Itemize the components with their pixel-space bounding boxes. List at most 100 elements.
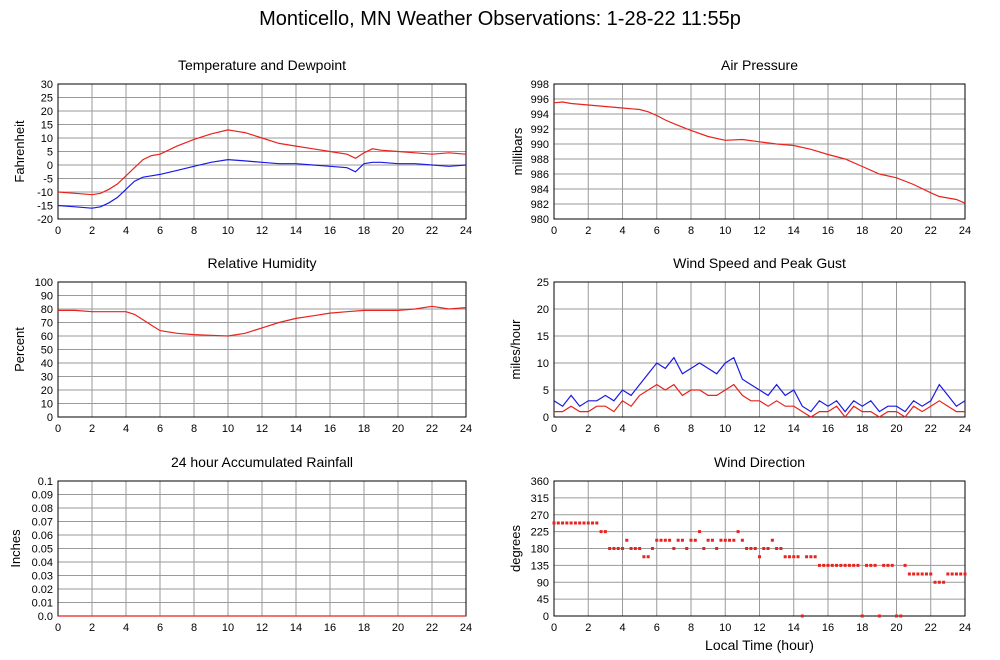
x-tick-label: 14 bbox=[788, 423, 800, 435]
y-tick-label: 0 bbox=[47, 160, 53, 172]
y-tick-label: 20 bbox=[537, 304, 549, 316]
y-axis-label: Fahrenheit bbox=[12, 120, 27, 183]
data-point bbox=[702, 547, 706, 550]
y-tick-label: 20 bbox=[41, 385, 53, 397]
data-point bbox=[800, 614, 804, 618]
data-point bbox=[954, 572, 958, 576]
x-tick-label: 18 bbox=[358, 225, 370, 237]
x-tick-label: 16 bbox=[324, 225, 336, 237]
data-point bbox=[770, 538, 774, 542]
y-tick-label: 0.09 bbox=[32, 490, 53, 502]
x-tick-label: 20 bbox=[890, 622, 902, 634]
data-point bbox=[775, 547, 779, 550]
data-point bbox=[612, 547, 616, 550]
y-tick-label: 20 bbox=[41, 106, 53, 118]
data-point bbox=[877, 614, 881, 618]
y-tick-label: -20 bbox=[37, 214, 53, 226]
data-point bbox=[573, 521, 577, 525]
x-tick-label: 6 bbox=[157, 225, 163, 237]
data-point bbox=[920, 572, 924, 576]
x-tick-label: 20 bbox=[392, 225, 404, 237]
data-point bbox=[685, 547, 689, 550]
x-tick-label: 4 bbox=[123, 622, 129, 634]
x-tick-label: 18 bbox=[856, 423, 868, 435]
data-point bbox=[668, 538, 672, 542]
y-tick-label: -5 bbox=[43, 174, 53, 186]
data-point bbox=[817, 563, 821, 567]
data-point bbox=[916, 572, 920, 576]
data-point bbox=[655, 538, 659, 542]
data-point bbox=[616, 547, 620, 550]
plot-frame bbox=[553, 480, 966, 617]
y-tick-label: 30 bbox=[41, 372, 53, 384]
y-tick-label: 0.07 bbox=[32, 517, 53, 529]
data-point bbox=[963, 572, 967, 576]
data-point bbox=[556, 521, 560, 525]
x-tick-label: 22 bbox=[925, 225, 937, 237]
x-tick-label: 0 bbox=[55, 423, 61, 435]
y-tick-label: 990 bbox=[531, 139, 549, 151]
x-tick-label: 14 bbox=[290, 622, 302, 634]
plot-frame bbox=[57, 83, 467, 220]
data-point bbox=[582, 521, 586, 525]
data-point bbox=[847, 563, 851, 567]
data-point bbox=[672, 547, 676, 550]
y-tick-label: 90 bbox=[41, 291, 53, 303]
y-tick-label: 45 bbox=[537, 594, 549, 606]
y-tick-label: -10 bbox=[37, 187, 53, 199]
data-point bbox=[796, 555, 800, 559]
y-tick-label: 80 bbox=[41, 304, 53, 316]
data-point bbox=[839, 563, 843, 567]
series-line-0 bbox=[57, 129, 467, 196]
x-tick-label: 18 bbox=[856, 225, 868, 237]
data-point bbox=[629, 547, 633, 550]
y-tick-label: 60 bbox=[41, 331, 53, 343]
y-tick-label: 10 bbox=[537, 358, 549, 370]
data-point bbox=[633, 547, 637, 550]
x-tick-label: 12 bbox=[753, 225, 765, 237]
plot-frame bbox=[553, 281, 966, 418]
series-line-1 bbox=[554, 383, 965, 418]
data-point bbox=[552, 521, 556, 525]
series-line-0 bbox=[58, 305, 467, 337]
x-tick-label: 18 bbox=[856, 622, 868, 634]
y-tick-label: 360 bbox=[531, 476, 549, 488]
data-point bbox=[758, 555, 761, 559]
data-point bbox=[890, 563, 894, 567]
page-title: Monticello, MN Weather Observations: 1-2… bbox=[259, 8, 741, 30]
x-tick-label: 24 bbox=[460, 225, 472, 237]
data-point bbox=[937, 580, 941, 584]
data-point bbox=[929, 572, 933, 576]
x-tick-label: 24 bbox=[959, 423, 971, 435]
x-tick-label: 8 bbox=[191, 622, 197, 634]
data-point bbox=[680, 538, 684, 542]
y-tick-label: 984 bbox=[531, 184, 549, 196]
data-point bbox=[946, 572, 950, 576]
data-point bbox=[933, 580, 937, 584]
data-point bbox=[663, 538, 667, 542]
x-tick-label: 2 bbox=[89, 423, 95, 435]
y-tick-label: 0.02 bbox=[32, 584, 53, 596]
data-point bbox=[873, 563, 877, 567]
data-point bbox=[706, 538, 710, 542]
y-tick-label: 5 bbox=[47, 147, 53, 159]
x-tick-label: 14 bbox=[788, 225, 800, 237]
x-tick-label: 14 bbox=[290, 225, 302, 237]
x-tick-label: 0 bbox=[55, 622, 61, 634]
x-tick-label: 12 bbox=[753, 622, 765, 634]
data-point bbox=[826, 563, 830, 567]
x-tick-label: 18 bbox=[358, 622, 370, 634]
data-point bbox=[882, 563, 886, 567]
y-tick-label: 0 bbox=[543, 611, 549, 623]
y-tick-label: 180 bbox=[531, 544, 549, 556]
data-point bbox=[886, 563, 890, 567]
data-point bbox=[719, 538, 723, 542]
y-axis-label: miles/hour bbox=[508, 319, 523, 380]
data-point bbox=[569, 521, 573, 525]
x-tick-label: 12 bbox=[256, 423, 268, 435]
data-point bbox=[586, 521, 590, 525]
